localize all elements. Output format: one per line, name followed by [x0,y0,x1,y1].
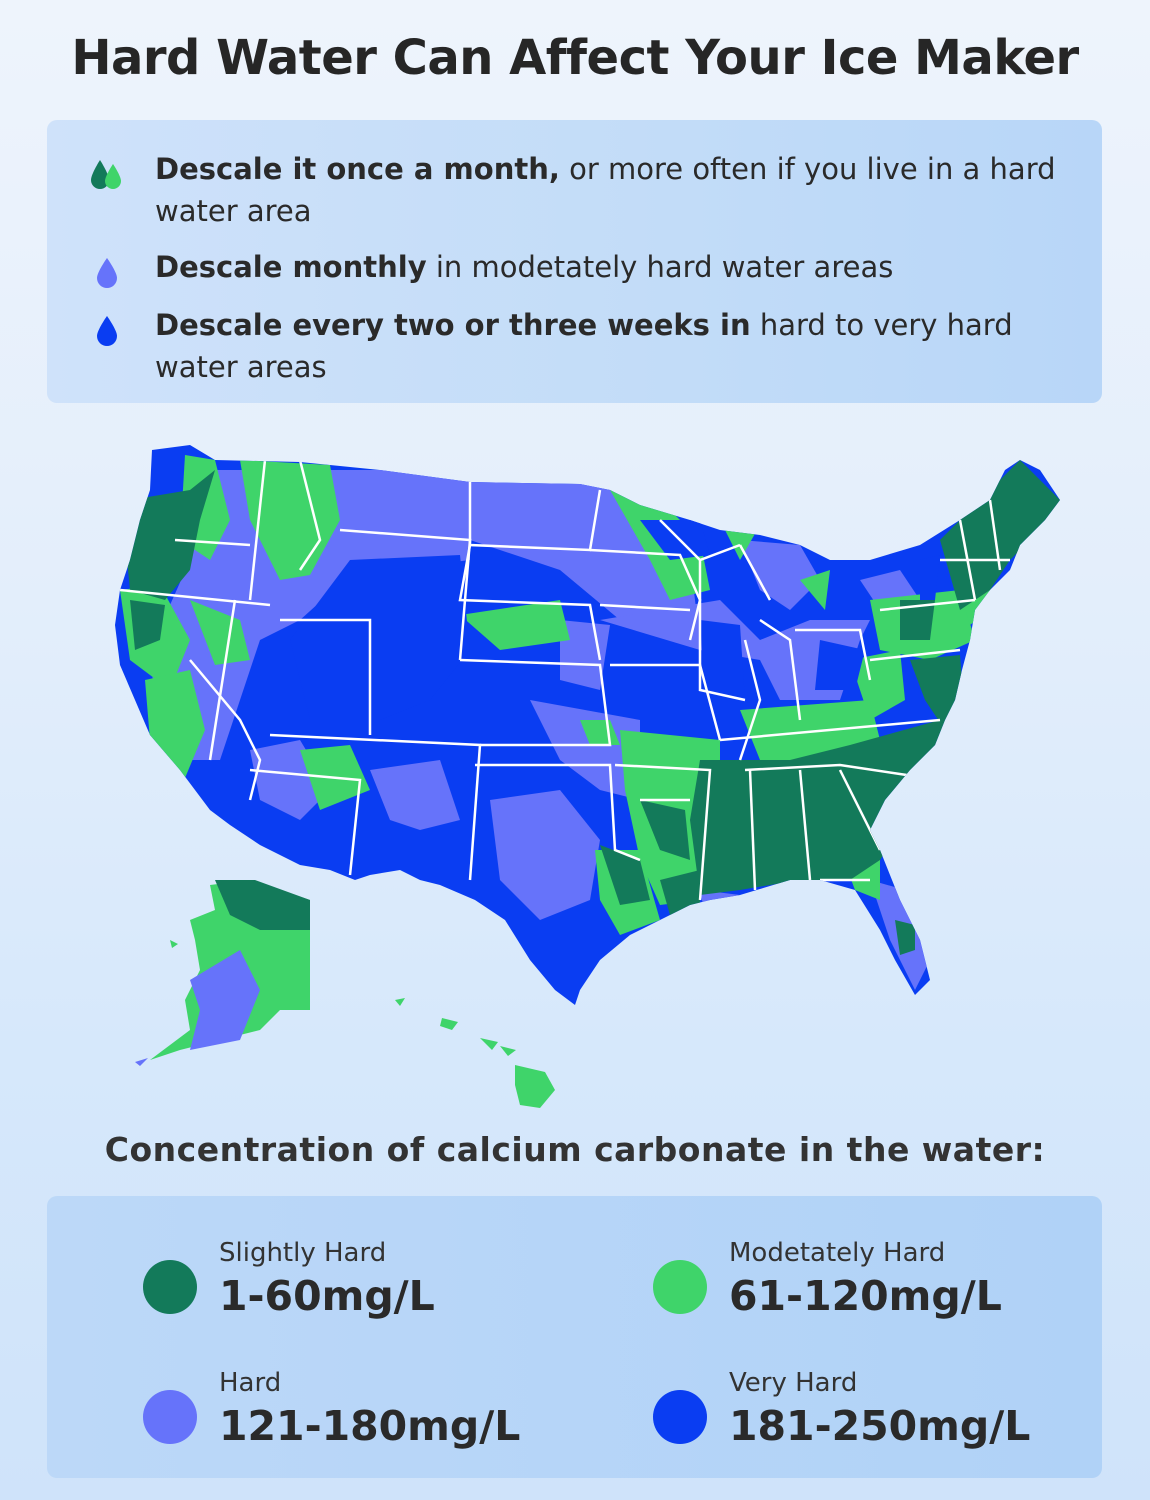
drop-blue-icon [97,316,117,346]
legend-label: Hard [219,1368,282,1398]
legend-swatch [653,1390,707,1444]
legend-panel: Slightly Hard 1-60mg/L Modetately Hard 6… [47,1196,1102,1478]
tip-rest: or more often if you live in a hard wate… [155,152,1056,228]
tip-bold: Descale it once a month, [155,152,560,186]
concentration-heading: Concentration of calcium carbonate in th… [104,1130,1046,1169]
legend-swatch [143,1390,197,1444]
map-slightly-hard-regions [125,460,1060,955]
legend-label: Modetately Hard [729,1238,946,1268]
tip-very-hard: Descale every two or three weeks in hard… [87,304,1067,388]
legend-item-moderately-hard: Modetately Hard 61-120mg/L [653,1238,1073,1328]
tip-bold: Descale every two or three weeks in [155,308,751,342]
legend-label: Very Hard [729,1368,858,1398]
legend-value: 181-250mg/L [729,1402,1031,1450]
legend-label: Slightly Hard [219,1238,387,1268]
map-svg [115,445,1060,1108]
legend-item-very-hard: Very Hard 181-250mg/L [653,1368,1073,1458]
legend-item-hard: Hard 121-180mg/L [143,1368,563,1458]
alaska [135,880,310,1066]
legend-value: 121-180mg/L [219,1402,521,1450]
legend-value: 61-120mg/L [729,1272,1002,1320]
page-title: Hard Water Can Affect Your Ice Maker [71,30,1079,86]
legend-swatch [143,1260,197,1314]
tip-rest: hard to very hard water areas [155,308,1013,384]
tip-moderately-hard: Descale monthly in modetately hard water… [87,246,1067,288]
tip-rest: in modetately hard water areas [426,250,894,284]
map-very-hard-regions [290,520,940,720]
legend-swatch [653,1260,707,1314]
hawaii [395,998,555,1108]
legend-item-slightly-hard: Slightly Hard 1-60mg/L [143,1238,563,1328]
double-drop-green-icon [91,160,121,189]
drop-periwinkle-icon [97,258,117,288]
tip-monthly-hard: Descale it once a month, or more often i… [87,148,1067,232]
tip-bold: Descale monthly [155,250,427,284]
legend-value: 1-60mg/L [219,1272,435,1320]
tips-panel: Descale it once a month, or more often i… [47,120,1102,403]
us-water-hardness-map [0,420,1150,1120]
